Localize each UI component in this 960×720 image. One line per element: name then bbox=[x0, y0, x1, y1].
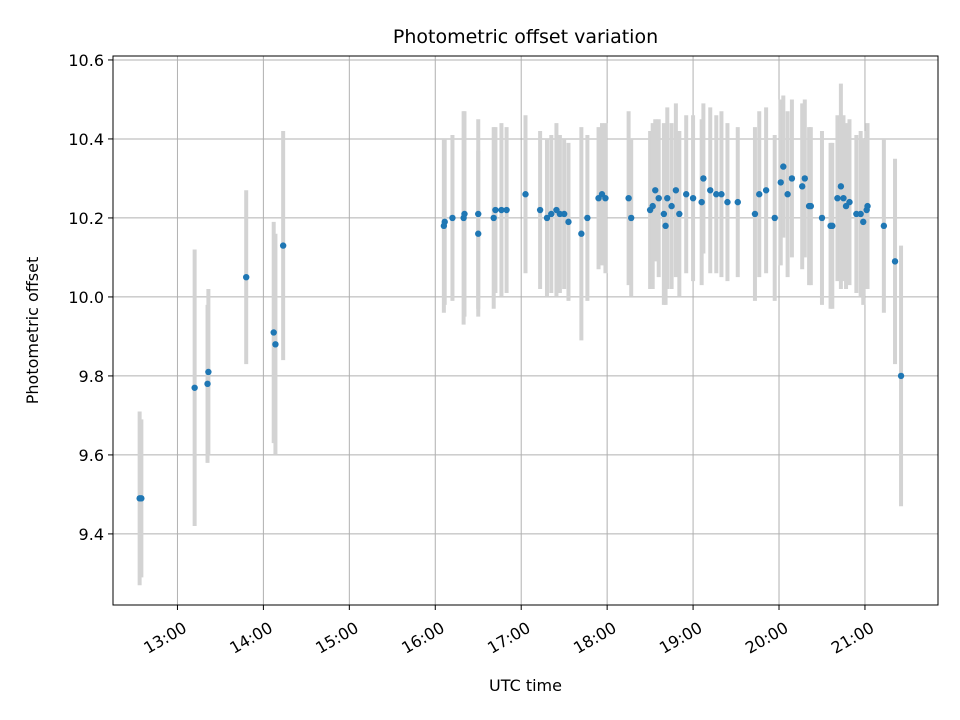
data-point bbox=[818, 214, 826, 222]
data-point bbox=[734, 198, 741, 206]
data-point bbox=[840, 194, 847, 202]
data-point bbox=[503, 206, 510, 214]
data-point bbox=[834, 194, 841, 202]
point-layer bbox=[136, 163, 905, 502]
data-point bbox=[649, 202, 656, 210]
data-point bbox=[771, 214, 778, 222]
data-point bbox=[279, 242, 287, 249]
data-point bbox=[897, 372, 905, 380]
y-axis-title: Photometric offset bbox=[23, 257, 42, 405]
data-point bbox=[243, 273, 250, 281]
data-point bbox=[441, 218, 448, 226]
data-point bbox=[799, 183, 806, 190]
data-point bbox=[625, 194, 632, 202]
data-point bbox=[543, 214, 551, 222]
data-point bbox=[672, 187, 680, 194]
data-point bbox=[660, 210, 668, 218]
data-point bbox=[270, 329, 277, 336]
data-point bbox=[652, 187, 659, 194]
data-point bbox=[829, 222, 836, 230]
x-axis-title: UTC time bbox=[489, 676, 562, 695]
data-point bbox=[492, 206, 499, 214]
data-point bbox=[718, 191, 725, 198]
y-tick-label: 9.6 bbox=[79, 446, 104, 465]
data-point bbox=[707, 187, 714, 194]
data-point bbox=[584, 214, 591, 222]
data-point bbox=[864, 202, 871, 210]
data-point bbox=[522, 191, 529, 198]
data-point bbox=[664, 194, 671, 202]
data-point bbox=[751, 210, 759, 218]
data-point bbox=[777, 179, 784, 186]
data-point bbox=[272, 341, 279, 348]
chart-title: Photometric offset variation bbox=[393, 26, 658, 48]
data-point bbox=[475, 230, 482, 237]
data-point bbox=[602, 194, 609, 202]
data-point bbox=[191, 384, 198, 391]
data-point bbox=[780, 163, 787, 170]
data-point bbox=[857, 210, 864, 218]
data-point bbox=[490, 214, 497, 222]
data-point bbox=[860, 218, 867, 226]
data-point bbox=[475, 210, 482, 218]
data-point bbox=[655, 194, 662, 202]
data-point bbox=[628, 214, 635, 222]
y-tick-label: 10.4 bbox=[68, 130, 104, 149]
data-point bbox=[565, 218, 572, 226]
data-point bbox=[138, 495, 145, 502]
data-point bbox=[801, 175, 808, 182]
y-tick-label: 10.0 bbox=[68, 288, 104, 307]
data-point bbox=[713, 191, 720, 198]
y-tick-label: 9.8 bbox=[79, 367, 104, 386]
y-tick-label: 10.6 bbox=[68, 51, 104, 70]
data-point bbox=[461, 210, 468, 218]
data-point bbox=[498, 206, 505, 214]
data-point bbox=[449, 214, 456, 222]
data-point bbox=[807, 202, 815, 210]
data-point bbox=[662, 222, 669, 230]
y-tick-label: 10.2 bbox=[68, 209, 104, 228]
data-point bbox=[724, 198, 731, 206]
data-point bbox=[676, 210, 683, 218]
data-point bbox=[846, 198, 853, 206]
data-point bbox=[689, 194, 697, 202]
data-point bbox=[891, 258, 899, 265]
data-point bbox=[837, 183, 845, 190]
data-point bbox=[698, 198, 705, 206]
data-point bbox=[205, 368, 212, 376]
data-point bbox=[880, 222, 888, 230]
y-tick-label: 9.4 bbox=[79, 525, 104, 544]
data-point bbox=[683, 191, 690, 198]
data-point bbox=[548, 210, 555, 218]
data-point bbox=[762, 187, 770, 194]
data-point bbox=[668, 202, 675, 210]
data-point bbox=[560, 210, 568, 218]
data-point bbox=[784, 191, 791, 198]
data-point bbox=[756, 191, 763, 198]
data-point bbox=[700, 175, 707, 182]
data-point bbox=[204, 380, 211, 388]
plot-frame bbox=[112, 55, 939, 606]
data-point bbox=[536, 206, 544, 214]
data-point bbox=[578, 230, 585, 237]
data-point bbox=[788, 175, 796, 182]
